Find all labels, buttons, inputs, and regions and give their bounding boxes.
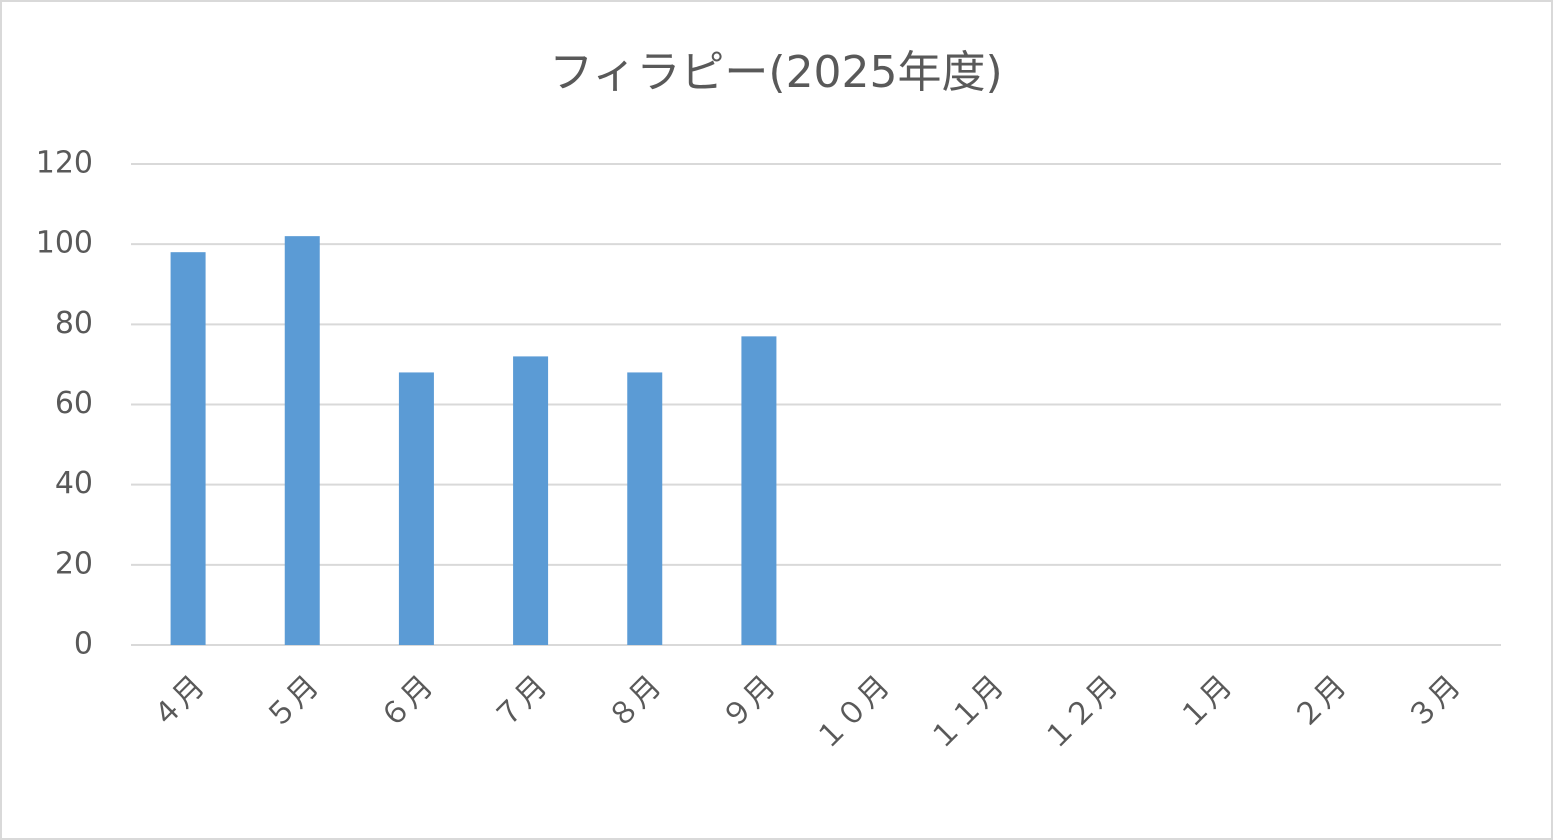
y-tick-label: 80 <box>55 306 93 341</box>
bar <box>513 356 549 645</box>
bar <box>284 236 320 645</box>
bar <box>741 336 777 645</box>
y-tick-label: 120 <box>36 146 93 181</box>
bar <box>170 252 206 645</box>
y-tick-label: 0 <box>74 627 93 662</box>
bar <box>398 372 434 645</box>
y-tick-label: 60 <box>55 386 93 421</box>
chart-title: フィラピー(2025年度) <box>549 47 1002 98</box>
y-tick-label: 40 <box>55 466 93 501</box>
bar <box>627 372 663 645</box>
y-tick-label: 20 <box>55 546 93 581</box>
y-tick-label: 100 <box>36 226 93 261</box>
